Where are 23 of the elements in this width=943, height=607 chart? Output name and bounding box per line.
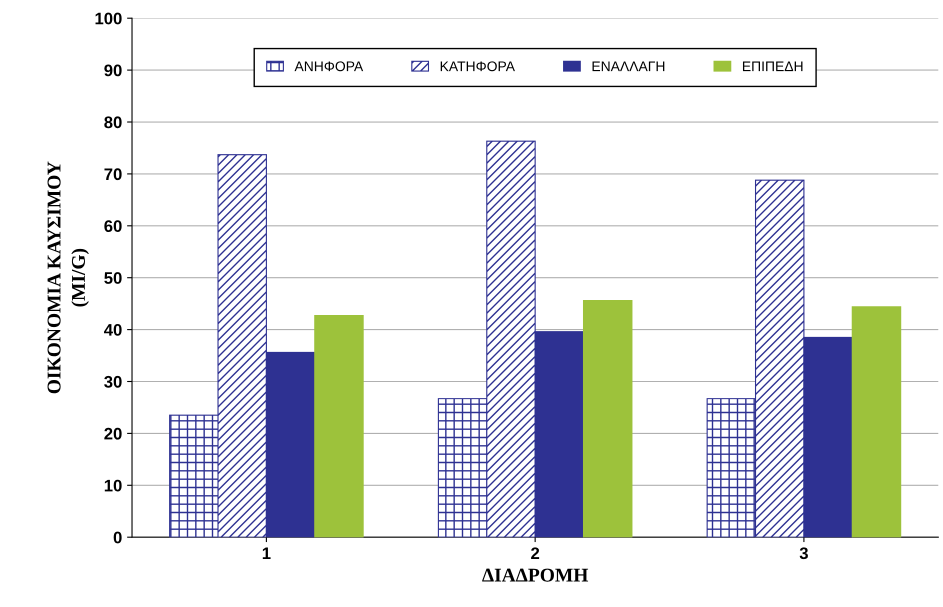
y-tick-label: 70 <box>104 168 122 180</box>
legend-label: ΕΠΙΠΕΔΗ <box>742 62 802 72</box>
y-tick-label: 80 <box>104 116 122 128</box>
x-tick-label: 3 <box>800 547 808 560</box>
y-tick-label: 60 <box>104 220 122 232</box>
y-tick-label: 20 <box>104 428 122 440</box>
y-tick-label: 50 <box>104 272 122 284</box>
legend-label: ΕΝΑΛΛΑΓΗ <box>592 62 664 72</box>
y-tick-label: 0 <box>114 532 122 544</box>
bar <box>582 300 632 538</box>
bar <box>314 315 364 538</box>
bar <box>852 306 902 538</box>
y-tick-label: 10 <box>104 480 122 492</box>
legend-label: ΚΑΤΗΦΟΡΑ <box>440 61 515 72</box>
y-axis-title: ΟΙΚΟΝΟΜΙΑ ΚΑΥΣΙΜΟΥ (MI/G) <box>48 162 89 394</box>
y-tick-label: 100 <box>96 12 122 24</box>
legend-label: ΑΝΗΦΟΡΑ <box>294 61 364 72</box>
y-tick-label: 40 <box>104 324 122 336</box>
x-axis-title: ΔΙΑΔΡΟΜΗ <box>482 568 588 582</box>
y-tick-label: 90 <box>104 64 122 76</box>
y-tick-label: 30 <box>104 376 122 388</box>
x-tick-label: 1 <box>262 548 271 559</box>
x-tick-label: 2 <box>531 547 540 559</box>
